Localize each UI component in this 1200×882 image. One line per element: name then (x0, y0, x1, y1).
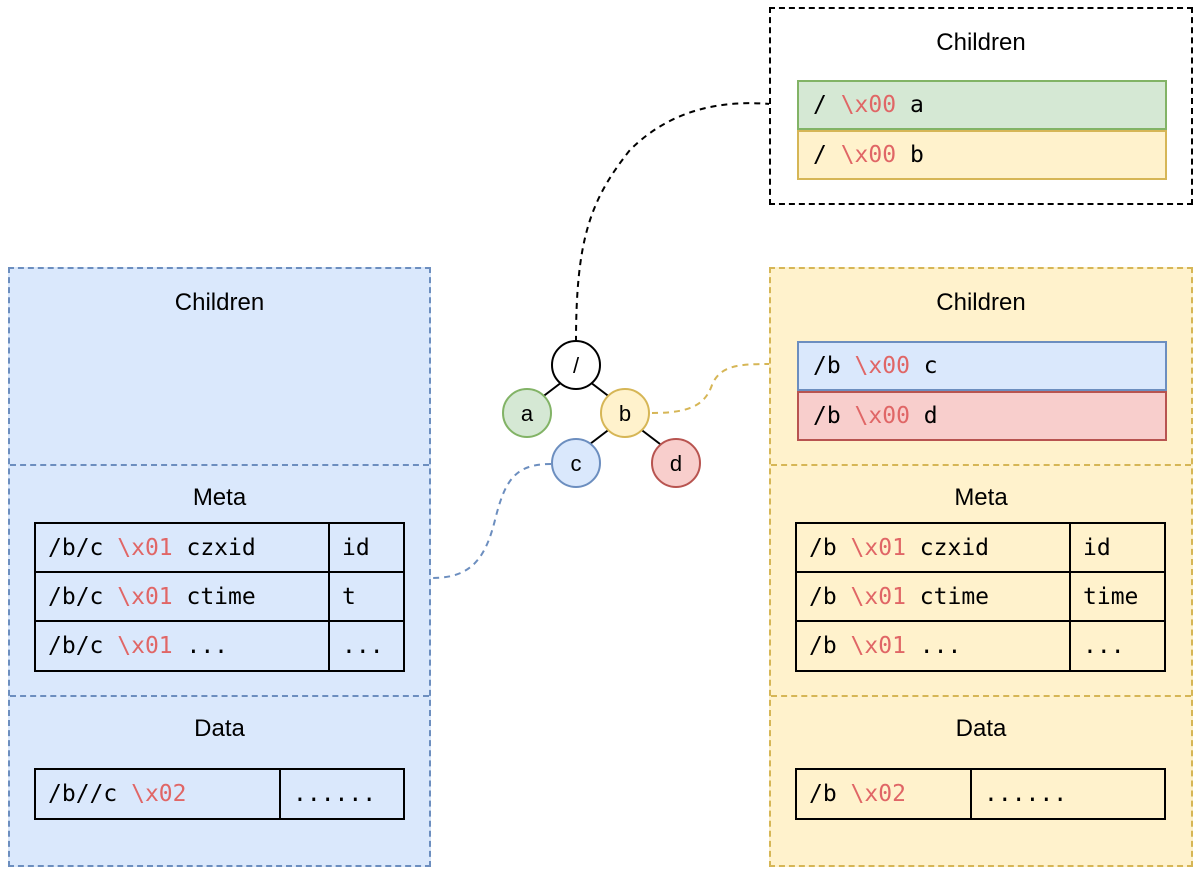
tree-node-b-label: b (619, 401, 631, 426)
row-prefix: /b (813, 353, 855, 379)
key-prefix: /b (809, 781, 851, 807)
tree-node-a-label: a (521, 401, 534, 426)
top-children-row-a: / \x00 a (797, 80, 1167, 130)
tree-node-root: / (551, 340, 601, 390)
key-prefix: /b//c (48, 781, 132, 807)
key-prefix: /b/c (48, 534, 118, 561)
root-to-top-children-connector (575, 102, 771, 343)
data-value-cell: ...... (279, 770, 403, 818)
left-meta-table: /b/c \x01 czxid id /b/c \x01 ctime t /b/… (34, 522, 405, 672)
key-prefix: /b (809, 583, 851, 610)
key-suffix: czxid (172, 534, 256, 561)
section-divider (771, 464, 1191, 466)
right-meta-title: Meta (954, 484, 1008, 511)
right-data-table: /b \x02 ...... (795, 768, 1166, 820)
meta-value-cell: id (328, 524, 403, 573)
key-suffix: czxid (905, 534, 990, 561)
right-children-row-c: /b \x00 c (797, 341, 1167, 391)
left-meta-title: Meta (192, 484, 247, 511)
left-node-panel: Children Meta /b/c \x01 czxid id /b/c \x… (8, 267, 431, 867)
left-data-table: /b//c \x02 ...... (34, 768, 405, 820)
meta-value-cell: id (1069, 524, 1164, 573)
row-suffix: d (909, 403, 938, 429)
meta-value-cell: t (328, 573, 403, 622)
separator-code: \x00 (840, 92, 897, 118)
key-suffix: ... (905, 633, 962, 659)
key-prefix: /b/c (48, 583, 118, 610)
tree-node-c-label: c (571, 451, 582, 476)
meta-value-cell: ... (328, 622, 403, 670)
data-value-cell: ...... (970, 770, 1164, 818)
separator-code: \x02 (131, 781, 187, 807)
left-data-title: Data (194, 715, 245, 742)
meta-key-cell: /b \x01 ctime (797, 573, 1069, 622)
section-divider (771, 695, 1191, 697)
separator-code: \x01 (850, 583, 906, 610)
c-to-left-meta-connector (431, 463, 552, 579)
right-data-title: Data (955, 715, 1007, 742)
section-divider (10, 464, 429, 466)
tree-node-d: d (651, 438, 701, 488)
meta-key-cell: /b/c \x01 ... (36, 622, 328, 670)
row-suffix: a (896, 92, 924, 118)
top-children-title: Children (936, 29, 1026, 56)
key-suffix: ctime (905, 583, 990, 610)
separator-code: \x01 (117, 534, 173, 561)
tree-node-b: b (600, 388, 650, 438)
meta-key-cell: /b/c \x01 czxid (36, 524, 328, 573)
left-children-title: Children (174, 289, 265, 316)
top-children-box: Children / \x00 a / \x00 b (769, 7, 1193, 205)
row-suffix: b (896, 142, 924, 168)
row-prefix: /b (813, 403, 855, 429)
tree-node-a: a (502, 388, 552, 438)
meta-key-cell: /b \x01 ... (797, 622, 1069, 670)
tree-node-root-label: / (573, 353, 580, 378)
tree-node-d-label: d (670, 451, 682, 476)
separator-code: \x02 (850, 781, 906, 807)
key-prefix: /b (809, 534, 851, 561)
separator-code: \x01 (850, 534, 906, 561)
b-to-right-children-connector (651, 363, 771, 414)
data-key-cell: /b \x02 (797, 770, 970, 818)
meta-key-cell: /b \x01 czxid (797, 524, 1069, 573)
key-suffix: ... (172, 633, 229, 659)
row-suffix: c (909, 353, 938, 379)
separator-code: \x01 (117, 633, 173, 659)
separator-code: \x01 (117, 583, 173, 610)
tree-node-c: c (551, 438, 601, 488)
row-prefix: / (813, 142, 841, 168)
meta-value-cell: ... (1069, 622, 1164, 670)
row-prefix: / (813, 92, 841, 118)
right-meta-table: /b \x01 czxid id /b \x01 ctime time /b \… (795, 522, 1166, 672)
right-children-row-d: /b \x00 d (797, 391, 1167, 441)
key-prefix: /b (809, 633, 851, 659)
separator-code: \x00 (854, 353, 910, 379)
key-suffix: ctime (172, 583, 256, 610)
meta-value-cell: time (1069, 573, 1164, 622)
meta-key-cell: /b/c \x01 ctime (36, 573, 328, 622)
right-node-panel: Children /b \x00 c /b \x00 d Meta /b \x0… (769, 267, 1193, 867)
top-children-row-b: / \x00 b (797, 130, 1167, 180)
right-children-title: Children (936, 289, 1026, 316)
section-divider (10, 695, 429, 697)
data-key-cell: /b//c \x02 (36, 770, 279, 818)
separator-code: \x00 (854, 403, 910, 429)
separator-code: \x00 (840, 142, 897, 168)
separator-code: \x01 (850, 633, 906, 659)
key-prefix: /b/c (48, 633, 118, 659)
